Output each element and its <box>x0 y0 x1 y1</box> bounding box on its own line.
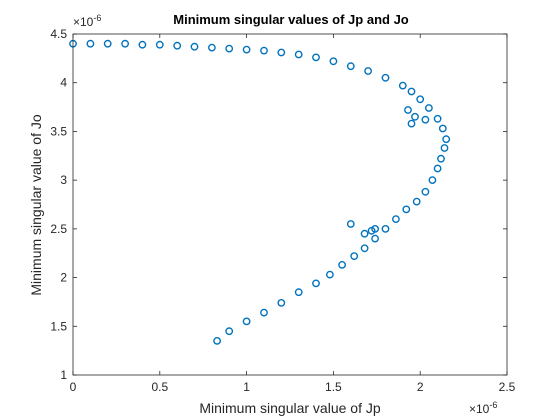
data-point <box>190 42 199 51</box>
data-point <box>242 317 251 326</box>
x-tick-label: 1 <box>243 380 250 394</box>
data-point <box>411 112 419 121</box>
data-point <box>421 187 430 196</box>
x-tick-label: 0 <box>70 380 77 394</box>
data-point <box>428 176 437 185</box>
y-exponent-label: ×10-6 <box>73 13 101 29</box>
data-point <box>350 252 359 261</box>
y-exponent-base: ×10 <box>73 15 94 29</box>
data-point <box>402 205 411 214</box>
y-tick-label: 4.5 <box>50 27 67 41</box>
y-axis-ticks: 1 1.5 2 2.5 3 3.5 4 4.5 <box>50 27 507 382</box>
y-tick-label: 1 <box>60 368 67 382</box>
data-point <box>433 164 442 173</box>
data-point <box>325 270 334 279</box>
data-point <box>329 57 338 66</box>
data-point <box>416 95 425 104</box>
data-point <box>312 53 320 62</box>
svg-text:×10-6: ×10-6 <box>469 400 497 416</box>
data-point <box>225 327 234 336</box>
data-point <box>103 39 112 48</box>
data-point <box>371 234 379 243</box>
data-point <box>312 279 320 288</box>
x-exponent-power: -6 <box>489 400 497 410</box>
data-point <box>138 40 147 49</box>
data-point <box>371 224 379 233</box>
x-tick-label: 0.5 <box>151 380 168 394</box>
data-point <box>277 48 286 57</box>
chart-title: Minimum singular values of Jp and Jo <box>173 12 409 27</box>
data-point <box>407 119 416 128</box>
data-point <box>242 45 251 54</box>
data-point <box>381 73 390 82</box>
data-point <box>398 81 407 90</box>
y-tick-label: 3 <box>60 173 67 187</box>
x-tick-label: 2.5 <box>499 380 516 394</box>
data-point <box>440 144 449 152</box>
axes-box <box>72 33 508 376</box>
y-tick-label: 3.5 <box>50 124 67 138</box>
data-point <box>381 224 390 233</box>
x-tick-label: 1.5 <box>325 380 342 394</box>
data-point <box>412 197 421 206</box>
data-point <box>391 215 400 224</box>
data-point <box>207 43 216 52</box>
x-axis-ticks: 0 0.5 1 1.5 2 2.5 <box>70 34 516 394</box>
data-point <box>225 44 234 53</box>
plot-area: 0 0.5 1 1.5 2 2.5 1 1.5 2 2.5 3 3.5 4 4.5 <box>50 27 515 394</box>
x-axis-label: Minimum singular value of Jp <box>199 400 381 416</box>
data-point <box>213 336 222 345</box>
y-exponent-power: -6 <box>93 13 101 23</box>
data-point <box>364 67 372 75</box>
data-point <box>442 135 451 144</box>
data-point <box>421 115 430 124</box>
data-point <box>424 104 433 112</box>
data-point <box>438 124 447 133</box>
data-point <box>86 39 95 48</box>
y-tick-label: 2 <box>60 271 67 285</box>
svg-text:×10-6: ×10-6 <box>73 13 101 29</box>
data-point <box>404 106 412 114</box>
data-point <box>294 288 303 297</box>
x-exponent-base: ×10 <box>469 402 490 416</box>
y-tick-label: 4 <box>60 76 67 90</box>
data-point <box>277 298 286 307</box>
data-point <box>260 308 268 317</box>
y-tick-label: 2.5 <box>50 222 67 236</box>
x-exponent-label: ×10-6 <box>469 400 497 416</box>
data-point <box>338 260 346 269</box>
y-axis-label: Minimum singular value of Jo <box>28 114 44 296</box>
data-point <box>433 114 442 123</box>
data-point <box>260 46 268 55</box>
data-point <box>173 41 182 50</box>
data-point <box>121 39 130 48</box>
data-point <box>346 62 355 71</box>
data-point <box>155 40 164 49</box>
y-tick-label: 1.5 <box>50 319 67 333</box>
data-point <box>360 244 369 253</box>
data-point <box>407 87 416 96</box>
data-point <box>437 154 445 163</box>
x-tick-label: 2 <box>417 380 424 394</box>
data-point <box>294 50 303 59</box>
data-point <box>360 229 369 238</box>
data-point <box>346 220 355 228</box>
data-points <box>69 39 451 345</box>
